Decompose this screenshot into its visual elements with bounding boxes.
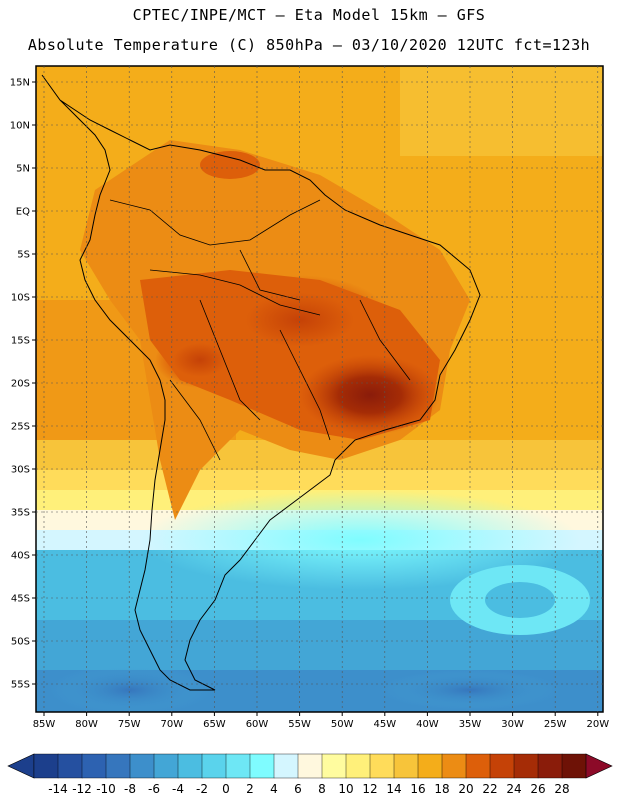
colorbar-swatch (297, 753, 323, 779)
colorbar-label: 16 (410, 782, 425, 796)
colorbar-label: 6 (294, 782, 302, 796)
lon-label: 45W (373, 719, 396, 730)
lon-label: 40W (416, 719, 439, 730)
colorbar-swatch (441, 753, 467, 779)
colorbar-label: 8 (318, 782, 326, 796)
lat-label: 55S (11, 680, 30, 691)
lat-label: 25S (11, 422, 30, 433)
lon-label: 85W (33, 719, 56, 730)
lon-label: 20W (586, 719, 609, 730)
colorbar-swatch (129, 753, 155, 779)
colorbar-swatch (225, 753, 251, 779)
colorbar-swatch (345, 753, 371, 779)
colorbar (7, 753, 613, 779)
colorbar-swatch (177, 753, 203, 779)
colorbar-label: -14 (48, 782, 68, 796)
lat-label: 40S (11, 551, 30, 562)
lat-label: 30S (11, 465, 30, 476)
colorbar-labels: -14 -12 -10 -8 -6 -4 -2 0 2 4 6 8 10 12 14 16 18 20 22 24 26… (48, 782, 569, 796)
lon-label: 70W (160, 719, 183, 730)
colorbar-label: 26 (530, 782, 545, 796)
colorbar-label: 24 (506, 782, 521, 796)
lat-label: 5S (17, 250, 30, 261)
colorbar-label: -6 (148, 782, 160, 796)
lat-label: 10S (11, 293, 30, 304)
colorbar-label: 0 (222, 782, 230, 796)
colorbar-label: -4 (172, 782, 184, 796)
lat-label: 10N (10, 121, 30, 132)
colorbar-label: 12 (362, 782, 377, 796)
lat-label: 35S (11, 508, 30, 519)
colorbar-label: 10 (338, 782, 353, 796)
lat-label: 15N (10, 78, 30, 89)
colorbar-label: -8 (124, 782, 136, 796)
colorbar-label: 22 (482, 782, 497, 796)
lon-label: 80W (75, 719, 98, 730)
colorbar-swatch (417, 753, 443, 779)
colorbar-swatch (513, 753, 539, 779)
latitude-labels: 15N 10N 5N EQ 5S 10S 15S 20S 25S 30S 35S 40S 45S 50S 5… (10, 78, 36, 691)
colorbar-swatch (393, 753, 419, 779)
colorbar-label: 14 (386, 782, 401, 796)
lat-label: 45S (11, 594, 30, 605)
lat-label: 5N (16, 164, 30, 175)
colorbar-swatch (369, 753, 395, 779)
colorbar-swatch (537, 753, 563, 779)
colorbar-swatch (273, 753, 299, 779)
lon-label: 30W (501, 719, 524, 730)
lon-label: 50W (331, 719, 354, 730)
colorbar-label: 18 (434, 782, 449, 796)
lon-label: 75W (118, 719, 141, 730)
colorbar-swatch (465, 753, 491, 779)
colorbar-label: 28 (554, 782, 569, 796)
colorbar-label: -10 (96, 782, 116, 796)
colorbar-swatch (105, 753, 131, 779)
colorbar-label: 2 (246, 782, 254, 796)
colorbar-swatch (153, 753, 179, 779)
lat-label: 50S (11, 637, 30, 648)
temperature-field (36, 66, 603, 712)
colorbar-swatch (33, 753, 59, 779)
lat-label: EQ (16, 207, 30, 218)
colorbar-label: -12 (72, 782, 92, 796)
colorbar-label: -2 (196, 782, 208, 796)
colorbar-label: 20 (458, 782, 473, 796)
lon-label: 65W (203, 719, 226, 730)
lat-label: 20S (11, 379, 30, 390)
colorbar-swatch (201, 753, 227, 779)
map-frame (35, 65, 604, 713)
colorbar-label: 4 (270, 782, 278, 796)
colorbar-left-arrow (7, 753, 35, 779)
lon-label: 35W (459, 719, 482, 730)
colorbar-right-arrow (585, 753, 613, 779)
lon-label: 60W (246, 719, 269, 730)
colorbar-swatch (561, 753, 587, 779)
map-title-line-1: CPTEC/INPE/MCT – Eta Model 15km – GFS (132, 6, 486, 24)
longitude-labels: 85W 80W 75W 70W 65W 60W 55W 50W 45W 40W 35W 30W 25W 2… (33, 712, 609, 730)
colorbar-swatch (321, 753, 347, 779)
lat-label: 15S (11, 336, 30, 347)
lon-label: 25W (544, 719, 567, 730)
lon-label: 55W (288, 719, 311, 730)
colorbar-swatch (57, 753, 83, 779)
colorbar-swatch (81, 753, 107, 779)
map-title-line-2: Absolute Temperature (C) 850hPa – 03/10/… (27, 36, 591, 54)
colorbar-swatch (489, 753, 515, 779)
colorbar-swatch (249, 753, 275, 779)
